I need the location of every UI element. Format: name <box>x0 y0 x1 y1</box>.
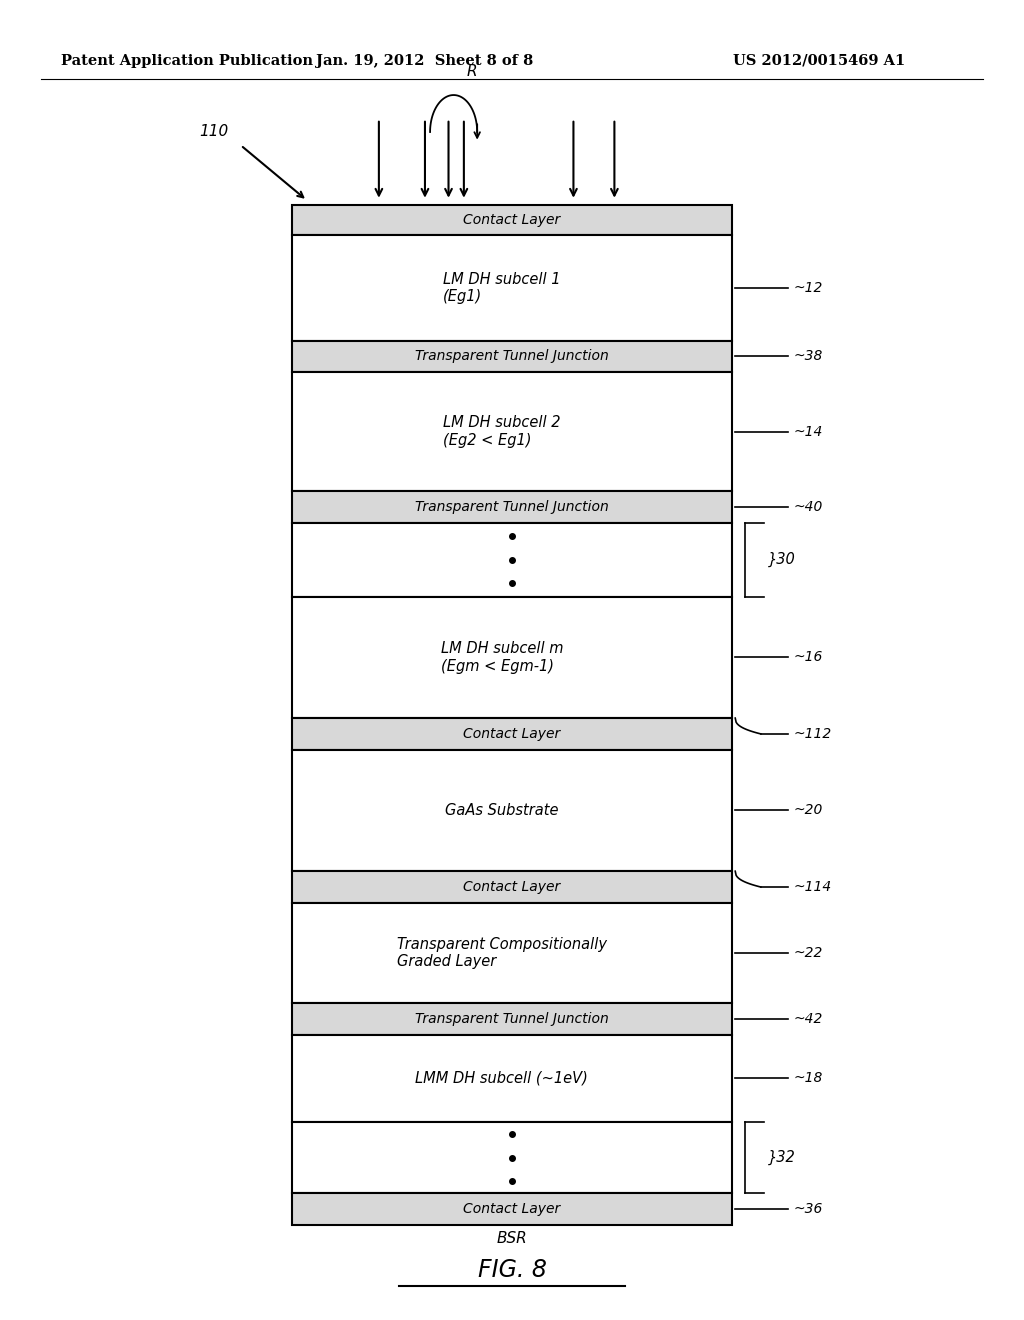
Text: ~42: ~42 <box>794 1012 823 1026</box>
Text: Contact Layer: Contact Layer <box>464 213 560 227</box>
Text: }32: }32 <box>768 1150 796 1166</box>
Bar <box>292 523 732 597</box>
Text: FIG. 8: FIG. 8 <box>477 1258 547 1282</box>
Bar <box>292 903 732 1003</box>
Text: GaAs Substrate: GaAs Substrate <box>445 803 558 818</box>
Text: ~16: ~16 <box>794 651 823 664</box>
Bar <box>292 750 732 871</box>
Text: Transparent Tunnel Junction: Transparent Tunnel Junction <box>415 350 609 363</box>
Text: ~18: ~18 <box>794 1072 823 1085</box>
Text: Contact Layer: Contact Layer <box>464 727 560 741</box>
Text: US 2012/0015469 A1: US 2012/0015469 A1 <box>733 54 905 67</box>
Bar <box>292 1193 732 1225</box>
Text: ~20: ~20 <box>794 804 823 817</box>
Text: Transparent Tunnel Junction: Transparent Tunnel Junction <box>415 1012 609 1026</box>
Text: Patent Application Publication: Patent Application Publication <box>61 54 313 67</box>
Text: Contact Layer: Contact Layer <box>464 1203 560 1216</box>
Bar <box>292 1035 732 1122</box>
Text: ~36: ~36 <box>794 1203 823 1216</box>
Text: ~12: ~12 <box>794 281 823 294</box>
Text: LM DH subcell 2
(Eg2 < Eg1): LM DH subcell 2 (Eg2 < Eg1) <box>443 416 560 447</box>
Text: }30: }30 <box>768 552 796 568</box>
Text: LM DH subcell 1
(Eg1): LM DH subcell 1 (Eg1) <box>443 272 560 304</box>
Text: LMM DH subcell (~1eV): LMM DH subcell (~1eV) <box>416 1071 588 1086</box>
Text: R: R <box>467 65 477 79</box>
Text: BSR: BSR <box>497 1230 527 1246</box>
Bar <box>292 491 732 523</box>
Bar <box>292 1122 732 1193</box>
Text: Transparent Compositionally
Graded Layer: Transparent Compositionally Graded Layer <box>396 937 607 969</box>
Text: LM DH subcell m
(Egm < Egm-1): LM DH subcell m (Egm < Egm-1) <box>440 642 563 673</box>
Text: ~40: ~40 <box>794 500 823 513</box>
Text: ~114: ~114 <box>794 880 831 894</box>
Text: ~22: ~22 <box>794 946 823 960</box>
Text: ~38: ~38 <box>794 350 823 363</box>
Bar <box>292 718 732 750</box>
Bar <box>292 235 732 341</box>
Bar <box>292 597 732 718</box>
Text: ~112: ~112 <box>794 727 831 741</box>
Text: Jan. 19, 2012  Sheet 8 of 8: Jan. 19, 2012 Sheet 8 of 8 <box>316 54 534 67</box>
Bar <box>292 372 732 491</box>
Text: 110: 110 <box>200 124 229 140</box>
Bar <box>292 205 732 235</box>
Bar <box>292 341 732 372</box>
Text: Transparent Tunnel Junction: Transparent Tunnel Junction <box>415 500 609 513</box>
Text: ~14: ~14 <box>794 425 823 438</box>
Bar <box>292 871 732 903</box>
Bar <box>292 1003 732 1035</box>
Text: Contact Layer: Contact Layer <box>464 880 560 894</box>
